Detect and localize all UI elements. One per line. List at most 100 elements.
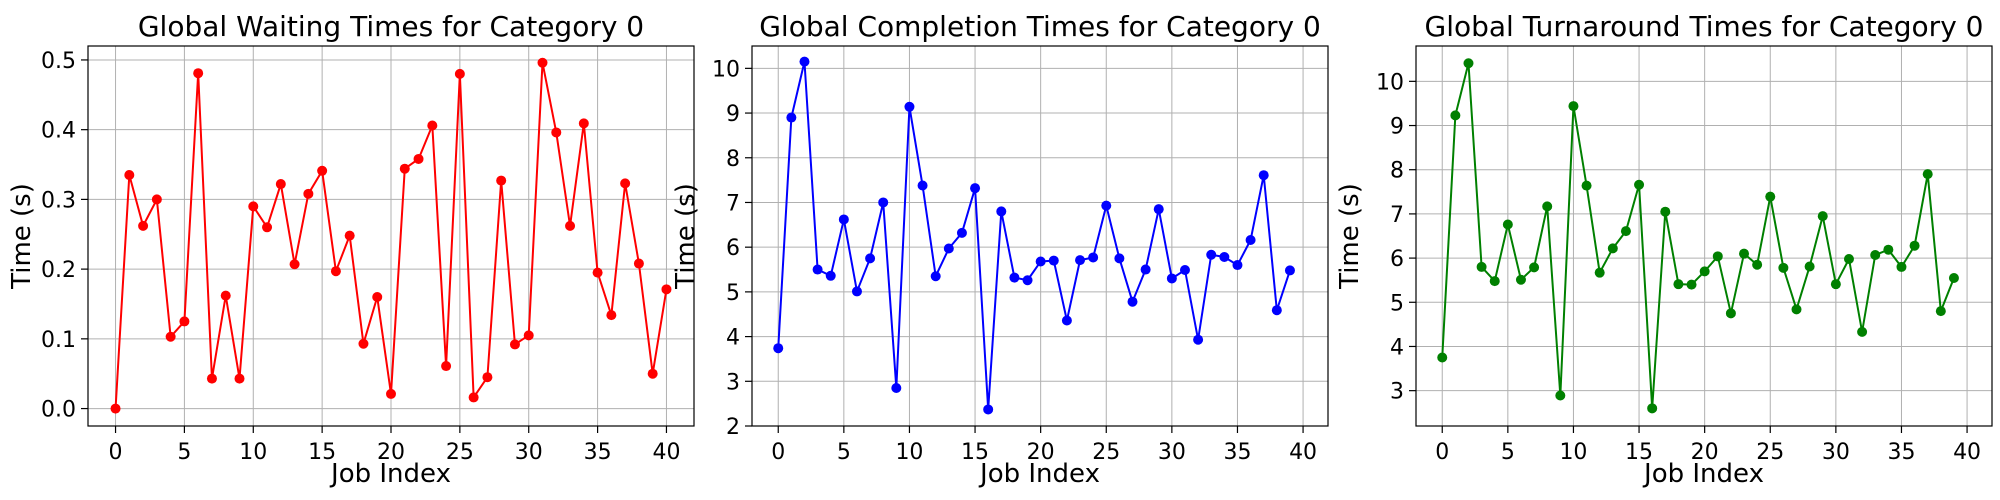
data-point — [1542, 201, 1553, 212]
x-tick-label: 0 — [771, 440, 785, 465]
data-point — [983, 404, 994, 415]
y-tick-label: 8 — [1390, 159, 1404, 184]
x-tick-label: 25 — [1092, 440, 1120, 465]
y-tick-label: 6 — [1390, 247, 1404, 272]
data-point — [812, 264, 823, 275]
data-point — [317, 165, 328, 176]
data-point — [1502, 219, 1513, 230]
data-point — [509, 339, 520, 350]
data-point — [786, 112, 797, 123]
data-point — [1061, 315, 1072, 326]
data-point — [1489, 276, 1500, 287]
x-tick-label: 20 — [1691, 440, 1719, 465]
data-point — [1114, 253, 1125, 264]
y-tick-label: 0.4 — [41, 119, 76, 144]
data-point — [1529, 262, 1540, 273]
data-point — [289, 259, 300, 270]
data-point — [1752, 259, 1763, 270]
data-point — [193, 68, 204, 79]
x-tick-label: 10 — [1559, 440, 1587, 465]
data-point — [578, 118, 589, 129]
data-point — [151, 194, 162, 205]
data-point — [110, 403, 121, 414]
data-point — [248, 201, 259, 212]
y-tick-label: 0.2 — [41, 258, 76, 283]
x-tick-label: 30 — [1822, 440, 1850, 465]
data-point — [1686, 279, 1697, 290]
data-point — [1870, 250, 1881, 260]
data-point — [1258, 170, 1269, 181]
data-point — [330, 266, 341, 277]
data-point — [1581, 180, 1592, 191]
x-tick-label: 15 — [1625, 440, 1653, 465]
data-point — [1219, 252, 1230, 263]
data-point — [537, 57, 548, 68]
y-tick-label: 5 — [1390, 291, 1404, 316]
data-point — [917, 180, 928, 191]
data-point — [427, 120, 438, 131]
y-tick-label: 5 — [726, 281, 740, 306]
x-tick-label: 40 — [1289, 440, 1317, 465]
data-point — [399, 163, 410, 174]
data-point — [1948, 272, 1959, 283]
x-tick-label: 10 — [239, 440, 267, 465]
data-point — [620, 178, 631, 189]
data-point — [1515, 274, 1526, 285]
y-tick-label: 7 — [726, 191, 740, 216]
x-tick-label: 40 — [1953, 440, 1981, 465]
x-tick-label: 0 — [109, 440, 123, 465]
data-point — [1101, 200, 1112, 211]
data-point — [565, 220, 576, 231]
x-tick-label: 35 — [584, 440, 612, 465]
data-point — [1765, 191, 1776, 202]
x-tick-label: 40 — [652, 440, 680, 465]
data-point — [838, 214, 849, 225]
x-tick-label: 5 — [1501, 440, 1515, 465]
data-point — [441, 361, 452, 372]
data-point — [1594, 267, 1605, 278]
axes-frame — [751, 45, 1329, 427]
chart-title: Global Turnaround Times for Category 0 — [1425, 10, 1984, 43]
chart-panel-2: 0 5 10 15 20 25 30 35 40 2 3 4 5 6 7 8 9 10 Global Complet… — [671, 10, 1329, 489]
data-point — [1634, 179, 1645, 190]
data-point — [1607, 243, 1618, 254]
data-point — [386, 388, 396, 399]
data-point — [1699, 266, 1710, 277]
data-point — [592, 267, 603, 278]
y-tick-label: 9 — [726, 102, 740, 127]
y-tick-label: 6 — [726, 236, 740, 261]
data-point — [825, 270, 836, 281]
y-tick-label: 0.1 — [41, 328, 76, 353]
data-point — [179, 316, 190, 327]
axes-frame — [87, 45, 695, 427]
chart-title: Global Completion Times for Category 0 — [759, 10, 1321, 43]
data-point — [956, 227, 967, 238]
y-tick-label: 8 — [726, 147, 740, 172]
y-tick-label: 7 — [1390, 203, 1404, 228]
data-point — [1127, 296, 1138, 307]
x-tick-label: 5 — [837, 440, 851, 465]
data-point — [1179, 264, 1190, 275]
data-point — [358, 338, 369, 349]
chart-panel-1: 0 5 10 15 20 25 30 35 40 0.0 0.1 0.2 0.3 0.4 0.5 Global… — [7, 10, 695, 489]
data-point — [1843, 253, 1854, 264]
data-point — [1817, 211, 1828, 222]
data-point — [206, 373, 217, 384]
data-point — [904, 101, 915, 112]
data-point — [647, 368, 658, 379]
data-point — [1712, 251, 1723, 262]
x-axis-label: Job Index — [329, 459, 451, 489]
data-point — [996, 206, 1007, 217]
data-point — [1166, 273, 1177, 284]
data-point — [124, 169, 135, 180]
y-tick-label: 9 — [1390, 115, 1404, 140]
data-point — [551, 127, 562, 138]
y-tick-label: 0.3 — [41, 188, 76, 213]
y-tick-label: 0.0 — [41, 398, 76, 423]
data-point — [454, 68, 465, 79]
data-point — [1463, 58, 1474, 69]
x-axis-label: Job Index — [1642, 459, 1764, 489]
data-point — [1804, 261, 1815, 272]
data-point — [891, 383, 902, 393]
data-point — [633, 258, 644, 269]
